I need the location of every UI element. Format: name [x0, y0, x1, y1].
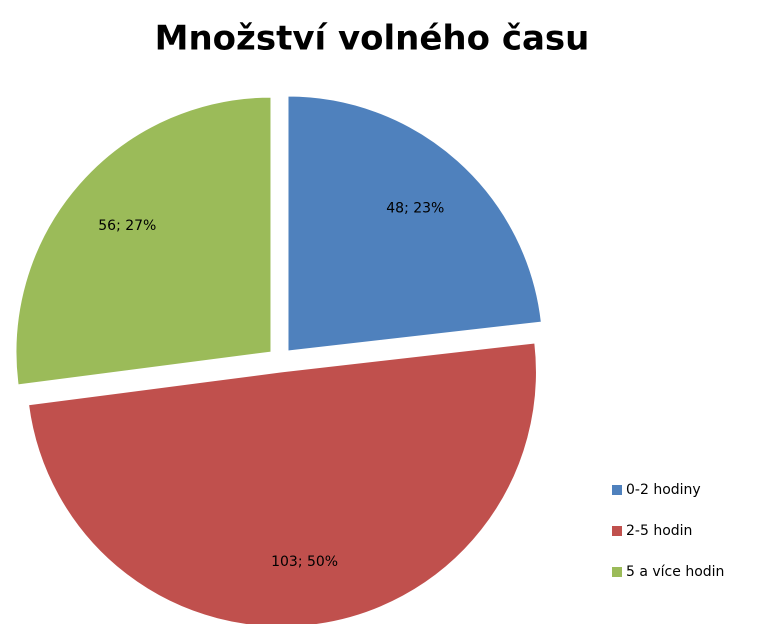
pie-slice [28, 342, 537, 624]
pie-slice [287, 95, 542, 352]
legend-swatch [612, 485, 622, 495]
legend-swatch [612, 526, 622, 536]
chart-title: Množství volného času [155, 19, 590, 59]
data-label: 56; 27% [98, 218, 156, 234]
pie-slice [15, 96, 272, 386]
legend-label: 0-2 hodiny [626, 482, 701, 498]
data-label: 48; 23% [386, 200, 444, 216]
legend-label: 5 a více hodin [626, 564, 724, 580]
legend-swatch [612, 567, 622, 577]
legend-label: 2-5 hodin [626, 523, 692, 539]
data-label: 103; 50% [271, 554, 338, 570]
